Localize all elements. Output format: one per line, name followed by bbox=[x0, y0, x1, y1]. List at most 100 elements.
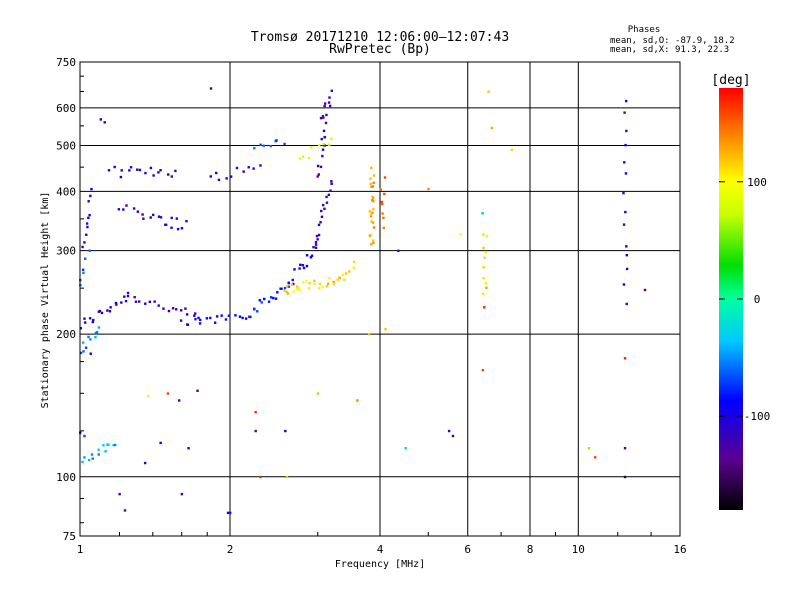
data-point bbox=[370, 166, 373, 170]
data-point bbox=[175, 308, 178, 311]
data-point bbox=[142, 217, 145, 220]
data-point bbox=[451, 434, 455, 438]
data-point bbox=[328, 104, 332, 108]
data-point bbox=[490, 126, 494, 130]
data-point bbox=[83, 257, 87, 260]
data-point bbox=[196, 389, 199, 392]
data-point bbox=[313, 282, 316, 286]
data-point bbox=[624, 143, 627, 147]
data-point bbox=[356, 399, 359, 402]
data-point bbox=[81, 245, 84, 249]
data-point bbox=[254, 429, 257, 433]
data-point bbox=[372, 174, 376, 177]
scatter-points bbox=[79, 87, 647, 515]
data-point bbox=[283, 142, 286, 146]
data-point bbox=[275, 139, 278, 142]
data-point bbox=[87, 200, 90, 203]
data-point bbox=[88, 213, 91, 217]
data-point bbox=[229, 511, 232, 515]
data-point bbox=[286, 292, 290, 295]
data-point bbox=[317, 233, 321, 237]
x-tick-label: 8 bbox=[527, 543, 534, 556]
colorbar-ticks: 100 0 -100 bbox=[719, 176, 770, 423]
data-point bbox=[296, 285, 299, 288]
data-point bbox=[290, 283, 294, 286]
data-point bbox=[329, 189, 332, 192]
data-point bbox=[185, 313, 189, 316]
data-point bbox=[484, 282, 487, 285]
colorbar-tick-label: 100 bbox=[747, 176, 767, 189]
data-point bbox=[369, 177, 372, 180]
data-point bbox=[384, 328, 387, 331]
data-point bbox=[272, 296, 275, 300]
data-point bbox=[482, 233, 485, 236]
data-point bbox=[81, 268, 85, 271]
data-point bbox=[113, 443, 117, 447]
data-point bbox=[330, 89, 334, 92]
data-point bbox=[79, 351, 83, 355]
data-point bbox=[144, 171, 147, 175]
data-point bbox=[319, 165, 323, 169]
data-point bbox=[625, 129, 628, 133]
data-point bbox=[322, 116, 325, 119]
data-point bbox=[305, 254, 309, 257]
data-point bbox=[123, 295, 126, 298]
data-point bbox=[315, 234, 319, 238]
data-point bbox=[321, 285, 324, 288]
phases-heading: Phases bbox=[628, 25, 661, 35]
data-point bbox=[151, 213, 155, 217]
data-point bbox=[283, 289, 286, 292]
data-point bbox=[198, 322, 202, 325]
data-point bbox=[247, 315, 251, 318]
data-point bbox=[180, 492, 184, 496]
data-point bbox=[90, 453, 94, 456]
data-point bbox=[124, 299, 128, 303]
data-point bbox=[309, 146, 313, 149]
data-point bbox=[302, 266, 306, 270]
data-point bbox=[269, 144, 273, 148]
data-point bbox=[285, 475, 289, 479]
data-point bbox=[369, 213, 373, 217]
colorbar-unit-label: [deg] bbox=[711, 73, 750, 88]
data-point bbox=[318, 287, 321, 290]
data-point bbox=[325, 201, 329, 204]
data-point bbox=[283, 286, 287, 290]
data-point bbox=[327, 193, 331, 197]
data-point bbox=[133, 295, 136, 299]
data-point bbox=[330, 180, 333, 183]
data-point bbox=[225, 177, 228, 180]
data-point bbox=[88, 317, 92, 320]
data-point bbox=[622, 283, 626, 286]
data-point bbox=[483, 256, 486, 259]
data-point bbox=[229, 175, 233, 178]
data-point bbox=[319, 221, 322, 224]
data-point bbox=[87, 216, 90, 220]
data-point bbox=[322, 142, 325, 146]
data-point bbox=[92, 318, 95, 322]
data-point bbox=[367, 333, 371, 336]
data-point bbox=[157, 171, 160, 174]
data-point bbox=[234, 314, 237, 317]
data-point bbox=[174, 169, 177, 173]
data-point bbox=[89, 338, 92, 341]
data-point bbox=[383, 176, 387, 179]
data-point bbox=[305, 264, 309, 268]
data-point bbox=[341, 273, 345, 277]
data-point bbox=[109, 306, 112, 309]
data-point bbox=[316, 175, 319, 178]
data-point bbox=[205, 317, 209, 320]
data-point bbox=[83, 434, 86, 438]
data-point bbox=[226, 511, 230, 515]
data-point bbox=[314, 246, 318, 249]
data-point bbox=[287, 285, 290, 288]
data-point bbox=[209, 316, 212, 320]
data-point bbox=[328, 277, 331, 280]
data-point bbox=[371, 221, 375, 224]
data-point bbox=[87, 458, 91, 462]
colorbar-tick-label: 0 bbox=[754, 293, 761, 306]
data-point bbox=[128, 169, 131, 172]
data-point bbox=[120, 301, 123, 304]
data-point bbox=[325, 195, 328, 199]
data-point bbox=[625, 245, 628, 248]
data-point bbox=[175, 217, 179, 220]
